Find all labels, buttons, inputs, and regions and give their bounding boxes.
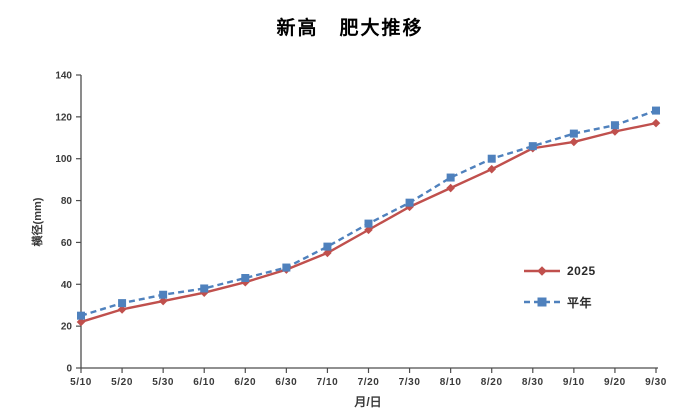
- legend-label-heinen: 平年: [567, 295, 593, 310]
- marker-diamond-2025: [405, 202, 414, 212]
- marker-diamond-2025: [76, 317, 86, 327]
- marker-square-平年: [405, 198, 414, 207]
- x-tick-label: 9/30: [645, 377, 667, 388]
- marker-diamond-2025: [651, 118, 661, 128]
- x-tick-label: 7/30: [399, 377, 421, 388]
- x-tick-label: 9/20: [604, 377, 626, 388]
- y-tick-label: 40: [61, 280, 73, 291]
- x-tick-label: 8/20: [481, 377, 503, 388]
- x-tick-label: 8/10: [440, 377, 462, 388]
- legend-item-2025: 2025: [522, 263, 596, 279]
- legend-2025-line-diamond-icon: [524, 266, 560, 276]
- x-tick-label: 9/10: [563, 377, 585, 388]
- x-tick-label: 6/20: [234, 377, 256, 388]
- marker-square-平年: [77, 311, 85, 320]
- marker-diamond-2025: [446, 183, 455, 193]
- x-tick-label: 5/30: [152, 377, 174, 388]
- marker-square-平年: [159, 290, 168, 299]
- marker-square-平年: [200, 284, 209, 293]
- y-tick-label: 120: [55, 112, 72, 123]
- legend-heinen-line-square-icon: [524, 297, 560, 307]
- x-tick-label: 5/20: [111, 377, 133, 388]
- y-tick-label: 140: [55, 71, 72, 82]
- marker-square-平年: [528, 142, 537, 151]
- x-axis-title: 月/日: [354, 395, 382, 409]
- legend-label-2025: 2025: [567, 264, 596, 278]
- marker-square-平年: [610, 121, 619, 130]
- y-tick-label: 0: [66, 364, 72, 375]
- x-tick-label: 7/10: [316, 377, 338, 388]
- marker-square-平年: [282, 263, 291, 272]
- marker-diamond-2025: [240, 277, 250, 287]
- x-tick-label: 8/30: [522, 377, 544, 388]
- marker-diamond-2025: [569, 137, 579, 147]
- x-tick-label: 7/20: [358, 377, 380, 388]
- y-tick-label: 100: [55, 154, 72, 165]
- marker-square-平年: [323, 242, 332, 251]
- legend: 2025 平年: [522, 263, 596, 310]
- marker-square-平年: [569, 129, 578, 138]
- y-tick-label: 60: [61, 238, 73, 249]
- chart-title: 新高 肥大推移: [276, 18, 424, 39]
- marker-square-平年: [652, 106, 660, 115]
- marker-square-平年: [118, 299, 127, 308]
- marker-square-平年: [241, 274, 250, 283]
- y-tick-label: 80: [61, 196, 73, 207]
- marker-square-平年: [364, 219, 373, 228]
- marker-diamond-2025: [364, 225, 373, 235]
- x-tick-label: 6/30: [275, 377, 297, 388]
- marker-diamond-2025: [487, 164, 497, 174]
- marker-diamond-2025: [117, 305, 127, 314]
- x-tick-label: 6/10: [193, 377, 215, 388]
- marker-diamond-2025: [158, 296, 168, 306]
- x-tick-label: 5/10: [70, 377, 92, 388]
- marker-square-平年: [487, 154, 496, 163]
- marker-diamond-2025: [323, 248, 332, 258]
- y-tick-label: 20: [61, 322, 73, 333]
- legend-item-heinen: 平年: [522, 294, 596, 310]
- marker-square-平年: [446, 173, 455, 182]
- marker-diamond-2025: [610, 127, 620, 136]
